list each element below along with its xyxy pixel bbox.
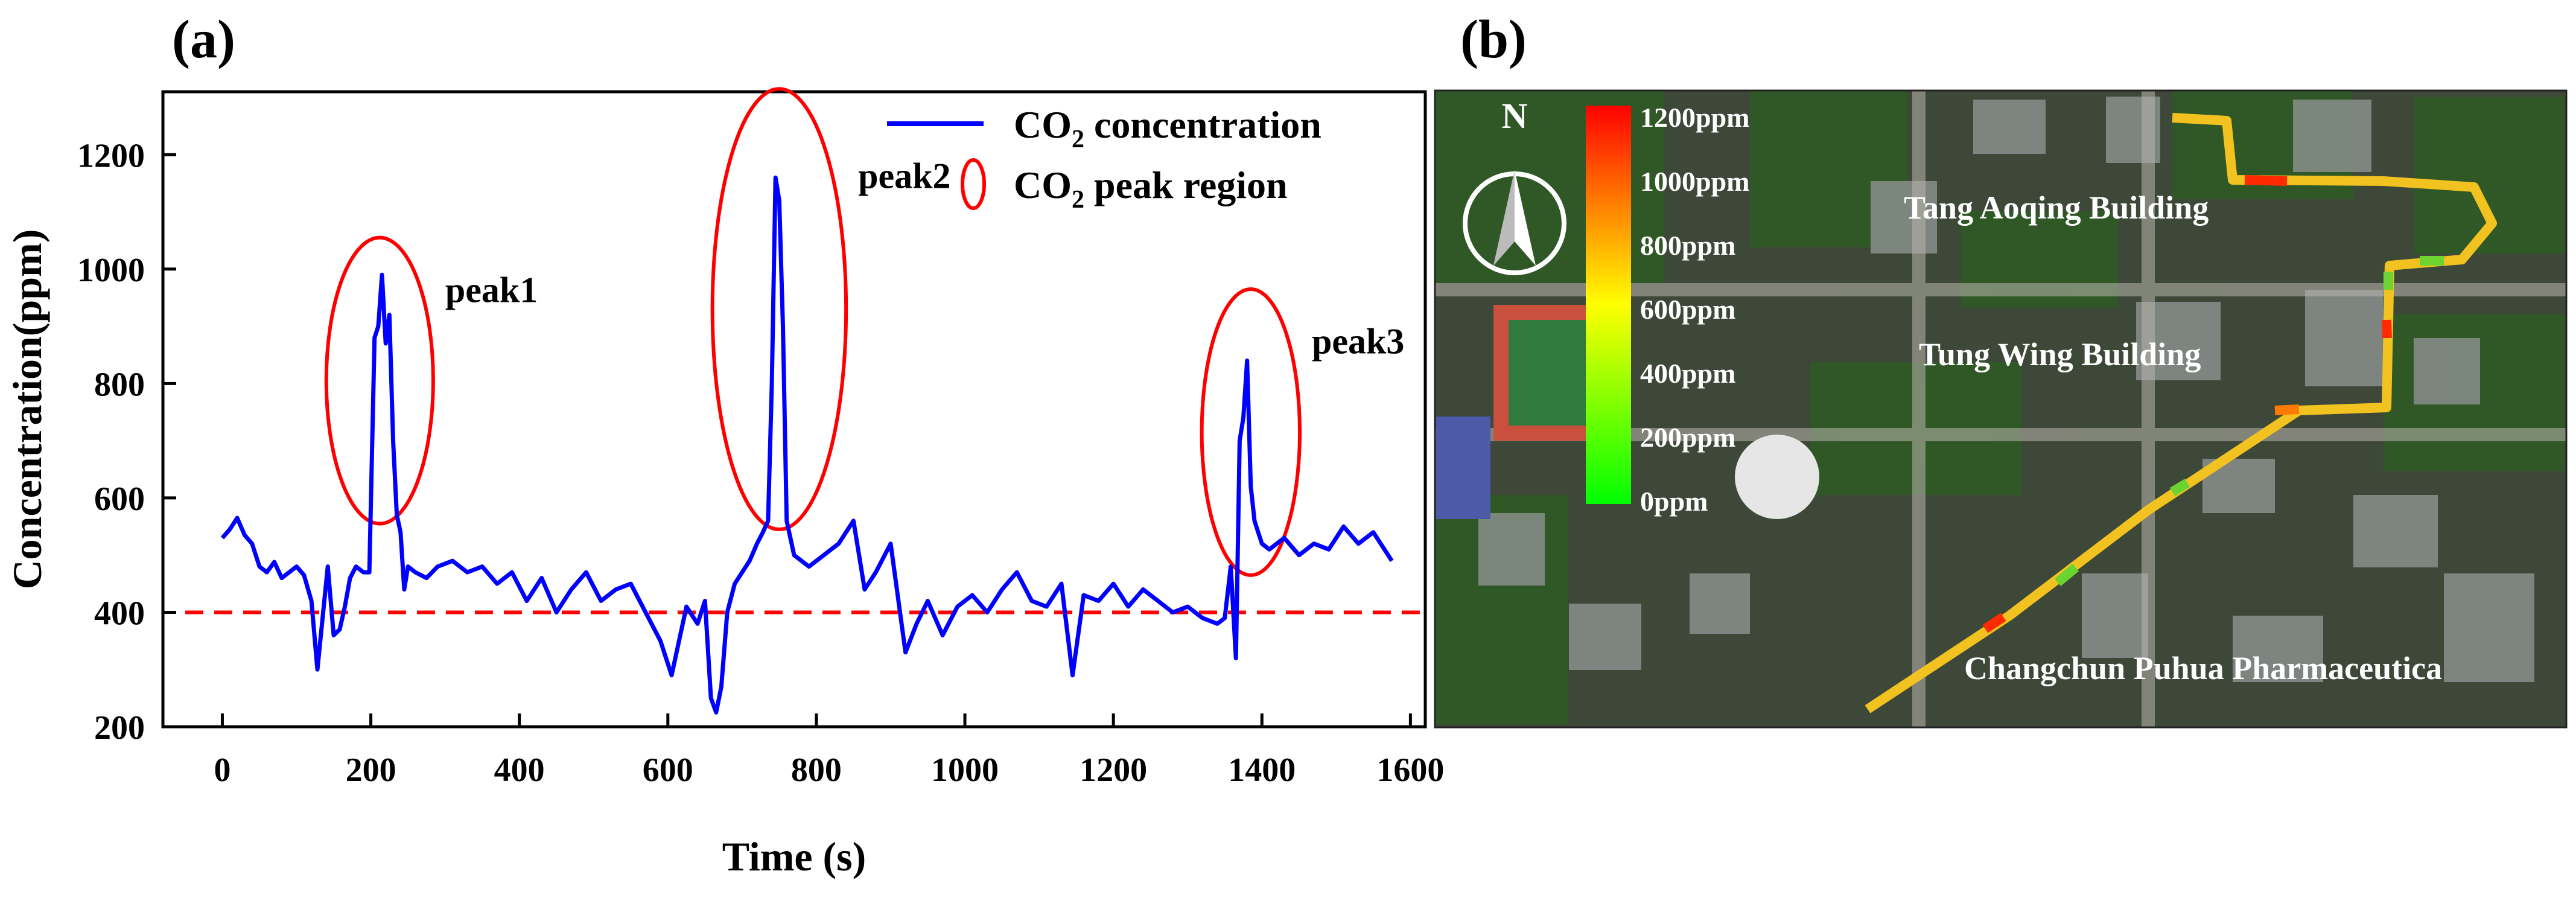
measurement-route [1865,113,2497,713]
color-scale-label: 1200ppm [1640,102,1749,133]
label-tang-aoqing-building: Tang Aoqing Building [1904,190,2209,226]
x-tick-label: 1600 [1376,751,1444,789]
legend-co2-concentration-label: CO2 concentration [1014,103,1321,153]
y-tick-label: 800 [94,366,145,403]
peak-label-2: peak2 [858,156,950,196]
y-tick-label: 1200 [77,137,145,174]
x-tick-label: 400 [494,751,545,789]
y-tick-label: 600 [94,480,145,518]
label-tung-wing-building: Tung Wing Building [1919,336,2201,372]
concentration-color-scale [1586,106,1631,504]
tennis-courts [1436,416,1490,519]
y-axis-title: Concentration(ppm) [4,229,50,590]
x-tick-label: 1400 [1228,751,1296,789]
color-scale-labels: 1200ppm 1000ppm 800ppm 600ppm 400ppm 200ppm 0p… [1640,102,1749,517]
color-scale-label: 200ppm [1640,422,1735,453]
dome-building [1735,435,1819,519]
panel-b-label: (b) [1460,10,1527,69]
map-buildings [1478,97,2534,682]
color-scale-label: 400ppm [1640,358,1735,389]
series-co2-concentration-line [220,175,1394,715]
peak-region-ellipse-2 [710,87,848,532]
compass-icon: N [1463,96,1566,275]
x-tick-label: 200 [346,751,396,789]
y-tick-label: 200 [94,709,145,747]
color-scale-label: 800ppm [1640,230,1735,261]
label-changchun-puhua-pharmaceutica: Changchun Puhua Pharmaceutica [1964,650,2442,686]
color-scale-label: 0ppm [1640,486,1708,517]
x-tick-label: 600 [643,751,693,789]
peak-ellipses [324,87,1302,577]
color-scale-label: 1000ppm [1640,166,1749,197]
co2-line-chart: 0 200 400 600 800 1000 1200 1400 1600 200 400 600 8… [4,87,1444,879]
x-tick-label: 1000 [931,751,999,789]
peak-label-3: peak3 [1312,322,1404,362]
map-border [1434,89,2568,729]
compass-north-label: N [1501,96,1527,136]
peak-region-ellipse-3 [1200,287,1302,577]
peak-label-1: peak1 [445,270,538,310]
peak-labels: peak1 peak2 peak3 [445,156,1404,361]
x-tick-label: 1200 [1080,751,1147,789]
legend-peak-region-swatch [961,158,986,210]
x-tick-label: 0 [214,751,231,789]
y-ticks: 200 400 600 800 1000 1200 [77,137,176,747]
y-tick-label: 400 [94,595,145,632]
peak-region-ellipse-1 [324,235,435,526]
route-hotspots [1982,175,2444,633]
sports-field-grass [1509,320,1590,426]
y-tick-label: 1000 [77,252,145,289]
legend-peak-region-label: CO2 peak region [1014,164,1288,214]
plot-frame [161,90,1427,729]
x-ticks: 0 200 400 600 800 1000 1200 1400 1600 [214,713,1444,789]
x-axis-title: Time (s) [722,834,867,879]
color-scale-label: 600ppm [1640,294,1735,325]
legend: CO2 concentration CO2 peak region [887,103,1321,214]
x-tick-label: 800 [791,751,842,789]
panel-a-label: (a) [172,10,235,69]
